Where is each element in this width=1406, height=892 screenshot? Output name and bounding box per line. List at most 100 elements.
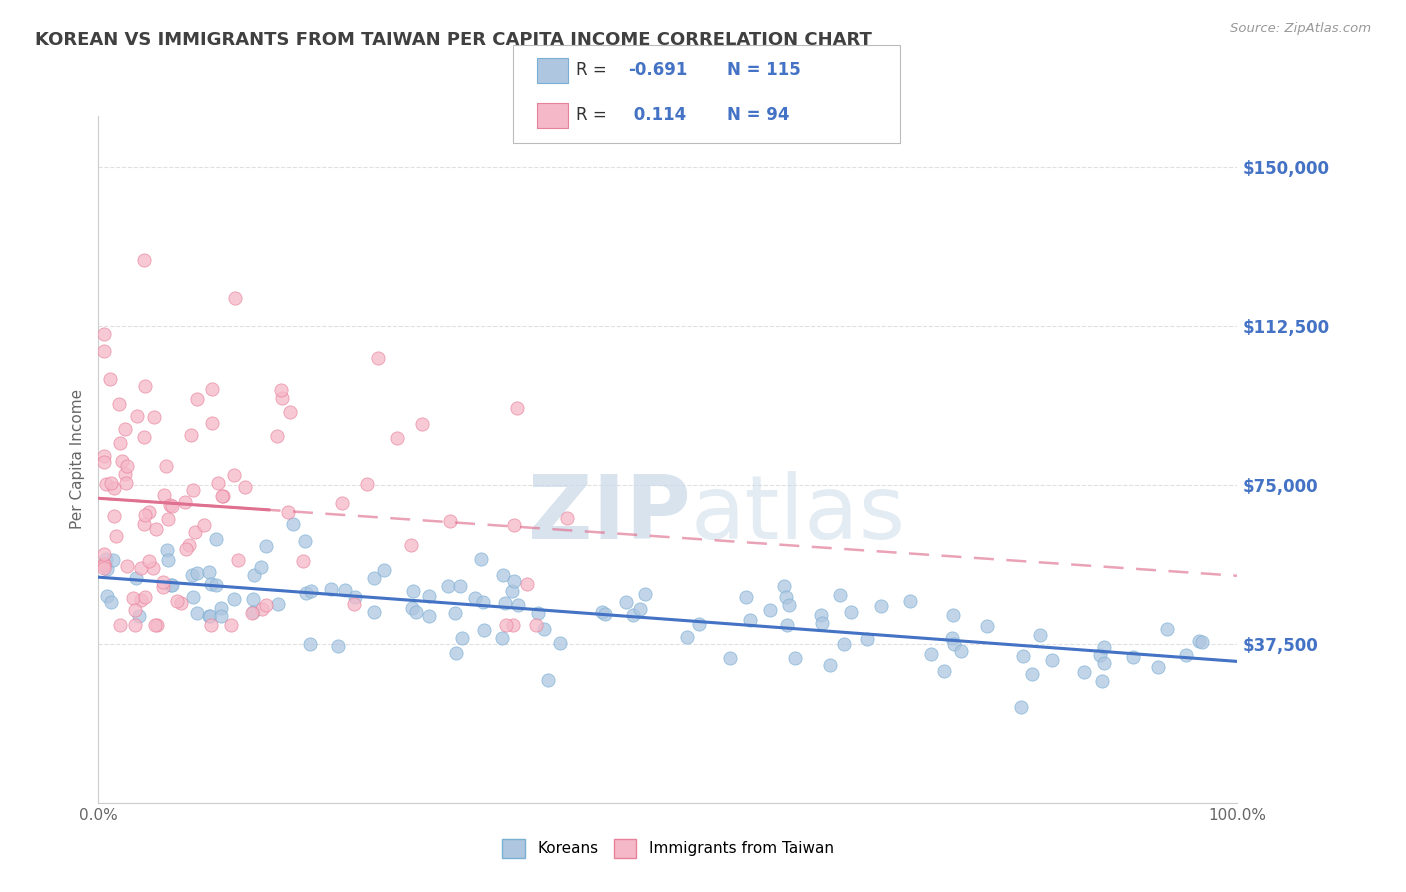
Point bbox=[1011, 649, 1033, 664]
Point bbox=[856, 632, 879, 647]
Point bbox=[266, 428, 288, 442]
Point bbox=[277, 505, 299, 519]
Point bbox=[156, 512, 179, 526]
Point bbox=[1156, 622, 1178, 636]
Point bbox=[198, 609, 221, 624]
Point bbox=[616, 595, 638, 609]
Point bbox=[634, 587, 657, 601]
Point bbox=[128, 609, 150, 624]
Point bbox=[330, 496, 353, 510]
Point bbox=[495, 617, 517, 632]
Point bbox=[103, 481, 125, 495]
Point bbox=[292, 554, 315, 568]
Point bbox=[224, 291, 246, 305]
Point bbox=[204, 578, 226, 592]
Text: -0.691: -0.691 bbox=[628, 62, 688, 79]
Point bbox=[93, 558, 115, 573]
Point bbox=[281, 517, 304, 532]
Point bbox=[122, 591, 145, 606]
Point bbox=[134, 590, 156, 604]
Point bbox=[778, 598, 800, 612]
Text: N = 115: N = 115 bbox=[727, 62, 800, 79]
Point bbox=[160, 578, 183, 592]
Point bbox=[1188, 633, 1211, 648]
Point bbox=[405, 605, 427, 619]
Point bbox=[688, 616, 710, 631]
Point bbox=[131, 592, 153, 607]
Point bbox=[198, 566, 221, 580]
Point bbox=[506, 598, 529, 612]
Point bbox=[155, 458, 177, 473]
Point bbox=[1092, 640, 1115, 654]
Point bbox=[94, 477, 117, 491]
Point bbox=[124, 603, 146, 617]
Point bbox=[152, 575, 174, 590]
Point bbox=[134, 379, 156, 393]
Point bbox=[93, 561, 115, 575]
Point bbox=[93, 449, 115, 463]
Point bbox=[243, 567, 266, 582]
Point bbox=[271, 391, 294, 405]
Point bbox=[411, 417, 433, 432]
Point bbox=[363, 605, 385, 619]
Point bbox=[810, 608, 832, 623]
Point bbox=[180, 428, 202, 442]
Point bbox=[1121, 650, 1143, 665]
Point bbox=[773, 579, 796, 593]
Point bbox=[472, 595, 495, 609]
Point bbox=[740, 613, 762, 627]
Point bbox=[811, 615, 834, 630]
Point bbox=[201, 382, 224, 396]
Point bbox=[207, 475, 229, 490]
Point bbox=[114, 422, 136, 436]
Point bbox=[200, 577, 222, 591]
Text: R =: R = bbox=[576, 106, 613, 124]
Point bbox=[103, 553, 125, 567]
Legend: Koreans, Immigrants from Taiwan: Koreans, Immigrants from Taiwan bbox=[496, 833, 839, 863]
Point bbox=[942, 607, 965, 622]
Point bbox=[180, 567, 202, 582]
Point bbox=[449, 579, 471, 593]
Point bbox=[174, 495, 197, 509]
Point bbox=[174, 542, 197, 557]
Point bbox=[129, 561, 152, 575]
Point bbox=[96, 552, 118, 566]
Point bbox=[976, 619, 998, 633]
Point bbox=[142, 561, 165, 575]
Point bbox=[1146, 660, 1168, 674]
Point bbox=[524, 617, 547, 632]
Point bbox=[224, 591, 246, 606]
Point bbox=[235, 480, 257, 494]
Text: KOREAN VS IMMIGRANTS FROM TAIWAN PER CAPITA INCOME CORRELATION CHART: KOREAN VS IMMIGRANTS FROM TAIWAN PER CAP… bbox=[35, 31, 872, 49]
Point bbox=[367, 351, 389, 365]
Point bbox=[219, 617, 242, 632]
Point bbox=[115, 459, 138, 474]
Point bbox=[159, 498, 181, 512]
Point bbox=[132, 253, 155, 268]
Point bbox=[143, 617, 166, 632]
Point bbox=[103, 508, 125, 523]
Point bbox=[363, 572, 385, 586]
Point bbox=[718, 651, 741, 665]
Point bbox=[628, 602, 651, 616]
Point bbox=[108, 397, 131, 411]
Point bbox=[186, 566, 208, 580]
Point bbox=[491, 631, 513, 645]
Text: R =: R = bbox=[576, 62, 613, 79]
Point bbox=[254, 599, 277, 613]
Point bbox=[869, 599, 891, 614]
Point bbox=[934, 665, 956, 679]
Text: Source: ZipAtlas.com: Source: ZipAtlas.com bbox=[1230, 22, 1371, 36]
Point bbox=[828, 588, 851, 602]
Point bbox=[492, 567, 515, 582]
Point bbox=[319, 582, 342, 596]
Point bbox=[356, 477, 378, 491]
Point bbox=[153, 487, 176, 501]
Point bbox=[464, 591, 486, 605]
Point bbox=[146, 617, 169, 632]
Point bbox=[450, 631, 472, 645]
Point bbox=[533, 622, 555, 636]
Point bbox=[832, 637, 855, 651]
Point bbox=[1092, 656, 1115, 670]
Point bbox=[1010, 699, 1032, 714]
